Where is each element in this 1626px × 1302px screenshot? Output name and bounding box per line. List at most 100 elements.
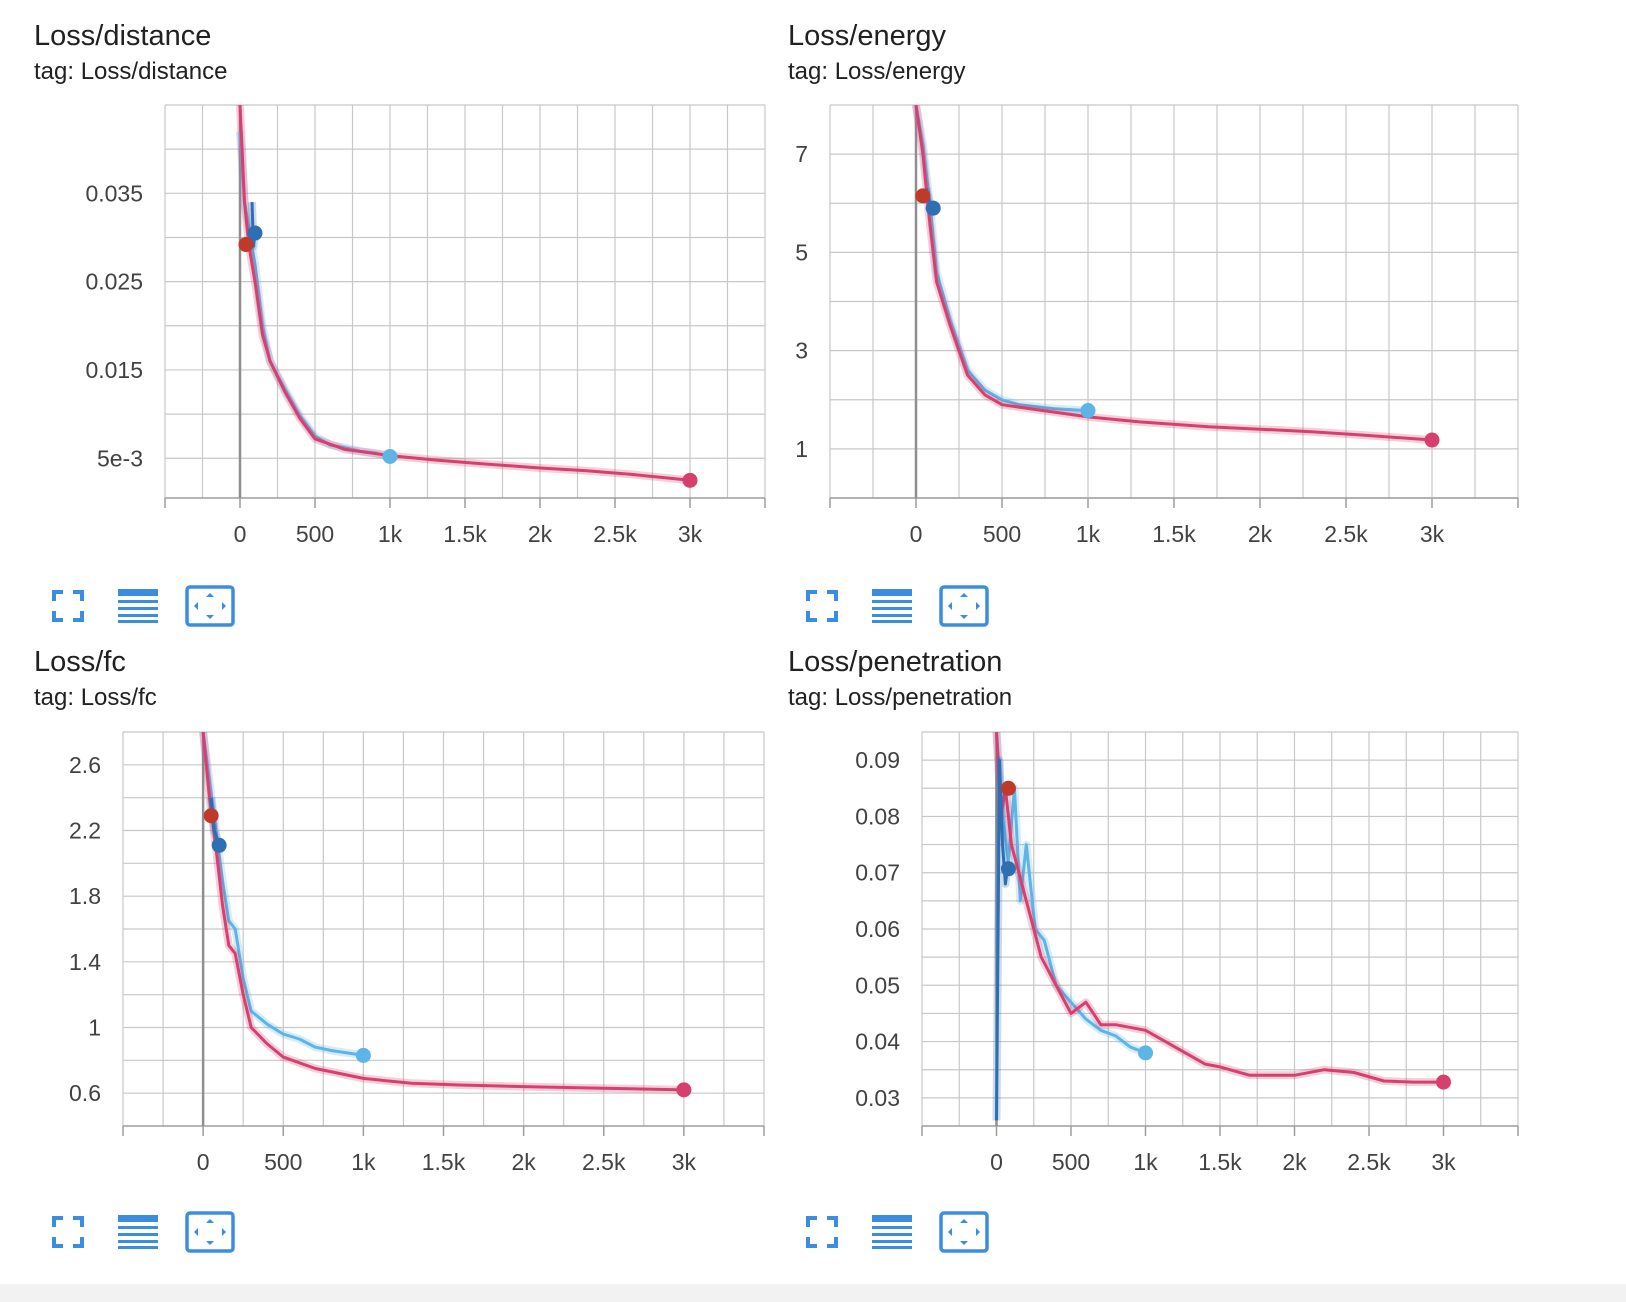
- y-tick-label: 1: [795, 436, 808, 462]
- x-tick-label: 0: [910, 521, 923, 547]
- fullscreen-button[interactable]: [796, 582, 848, 630]
- x-tick-label: 3k: [1431, 1149, 1456, 1175]
- data-table-icon: [118, 1215, 158, 1249]
- series-end-marker: [247, 225, 263, 241]
- x-tick-label: 2.5k: [593, 521, 637, 547]
- series-end-marker: [1436, 1074, 1451, 1090]
- chart-toolbar: [48, 582, 268, 630]
- chart-card-loss-penetration: Loss/penetration tag: Loss/penetration 0…: [754, 626, 1544, 1266]
- chart-plot: 0 500 1k 1.5k 2k 2.5k 3k 0.6 1 1.4 1.8 2.2 2.6: [69, 731, 765, 1175]
- chart-title: Loss/energy: [788, 20, 946, 52]
- x-tick-label: 3k: [672, 1149, 697, 1175]
- fit-domain-icon: [939, 1211, 989, 1253]
- y-tick-label: 0.6: [69, 1080, 101, 1106]
- fullscreen-button[interactable]: [796, 1208, 848, 1256]
- series-end-marker: [915, 188, 931, 204]
- series-line-pink: [238, 105, 691, 482]
- fit-domain-button[interactable]: [184, 582, 236, 630]
- data-table-icon: [872, 1215, 912, 1249]
- series-line-light-blue: [914, 105, 1089, 413]
- chart-plot: 0 500 1k 1.5k 2k 2.5k 3k 0.03 0.04 0.05 0.06 0.07 0.…: [855, 731, 1519, 1175]
- x-tick-label: 2.5k: [582, 1149, 626, 1175]
- x-tick-label: 2.5k: [1347, 1149, 1391, 1175]
- series-end-marker: [355, 1047, 371, 1063]
- y-tick-label: 3: [795, 338, 808, 364]
- chart-toolbar: [802, 582, 1022, 630]
- series-end-marker: [925, 200, 941, 216]
- x-tick-label: 0: [990, 1149, 1003, 1175]
- fullscreen-icon: [806, 590, 838, 622]
- y-tick-label: 0.03: [855, 1085, 900, 1111]
- series-end-marker: [382, 448, 398, 464]
- y-tick-label: 2.6: [69, 752, 101, 778]
- y-tick-label: 0.08: [855, 803, 900, 829]
- fit-domain-icon: [185, 585, 235, 627]
- series-line-pink: [995, 732, 1444, 1084]
- y-tick-label: 0.04: [855, 1029, 900, 1055]
- x-tick-label: 2k: [528, 521, 553, 547]
- fit-domain-button[interactable]: [938, 582, 990, 630]
- fit-domain-button[interactable]: [938, 1208, 990, 1256]
- chart-title: Loss/fc: [34, 646, 126, 678]
- x-tick-label: 500: [1052, 1149, 1090, 1175]
- x-tick-label: 2.5k: [1324, 521, 1368, 547]
- chart-plot: 0 500 1k 1.5k 2k 2.5k 3k 5e-3 0.015 0.025 0.035: [85, 104, 766, 547]
- series-line-pink: [201, 732, 684, 1092]
- y-tick-label: 0.025: [85, 269, 143, 295]
- y-tick-label: 7: [795, 141, 808, 167]
- fit-domain-icon: [185, 1211, 235, 1253]
- x-tick-label: 1k: [1133, 1149, 1158, 1175]
- x-tick-label: 2k: [1248, 521, 1273, 547]
- series-end-marker: [1080, 403, 1096, 419]
- series-end-marker: [1000, 861, 1016, 877]
- chart-card-loss-fc: Loss/fc tag: Loss/fc 0 500 1k 1.5k 2k 2.5k 3k 0…: [0, 626, 790, 1266]
- chart-tag: tag: Loss/distance: [34, 58, 228, 85]
- series-line-pink: [914, 105, 1433, 442]
- x-tick-label: 2k: [1282, 1149, 1307, 1175]
- chart-title: Loss/distance: [34, 20, 212, 52]
- data-table-button[interactable]: [112, 1208, 164, 1256]
- y-tick-label: 5e-3: [97, 445, 143, 471]
- fullscreen-button[interactable]: [42, 582, 94, 630]
- chart-toolbar: [802, 1208, 1022, 1256]
- series-group: [912, 105, 1433, 444]
- x-tick-label: 2k: [511, 1149, 536, 1175]
- x-tick-label: 500: [264, 1149, 302, 1175]
- x-tick-label: 0: [197, 1149, 210, 1175]
- chart-tag: tag: Loss/fc: [34, 684, 157, 711]
- y-tick-label: 0.015: [85, 357, 143, 383]
- data-table-button[interactable]: [866, 582, 918, 630]
- y-tick-label: 1.4: [69, 949, 101, 975]
- chart-card-loss-energy: Loss/energy tag: Loss/energy 0 500 1k 1.5k 2…: [754, 0, 1544, 640]
- data-table-icon: [118, 589, 158, 623]
- y-tick-label: 1: [88, 1015, 101, 1041]
- fullscreen-icon: [806, 1216, 838, 1248]
- chart-card-loss-distance: Loss/distance tag: Loss/distance 0 500 1k 1…: [0, 0, 790, 640]
- x-tick-label: 500: [983, 521, 1021, 547]
- series-group: [992, 732, 1444, 1121]
- x-tick-label: 1k: [1076, 521, 1101, 547]
- series-end-marker: [1424, 432, 1440, 448]
- series-line-dark-blue: [995, 758, 1010, 1121]
- bottom-scroll-strip: [0, 1284, 1626, 1302]
- data-table-button[interactable]: [112, 582, 164, 630]
- series-end-marker: [1000, 780, 1016, 796]
- fullscreen-icon: [52, 1216, 84, 1248]
- series-end-marker: [1138, 1045, 1153, 1061]
- chart-toolbar: [48, 1208, 268, 1256]
- x-tick-label: 1.5k: [1152, 521, 1196, 547]
- fit-domain-button[interactable]: [184, 1208, 236, 1256]
- y-tick-label: 0.05: [855, 972, 900, 998]
- chart-tag: tag: Loss/energy: [788, 58, 966, 85]
- fit-domain-icon: [939, 585, 989, 627]
- data-table-button[interactable]: [866, 1208, 918, 1256]
- chart-plot: 0 500 1k 1.5k 2k 2.5k 3k 1 3 5 7: [795, 104, 1519, 547]
- x-tick-label: 1k: [351, 1149, 376, 1175]
- y-tick-label: 0.035: [85, 180, 143, 206]
- x-tick-label: 500: [296, 521, 334, 547]
- fullscreen-button[interactable]: [42, 1208, 94, 1256]
- data-table-icon: [872, 589, 912, 623]
- x-tick-label: 1.5k: [443, 521, 487, 547]
- chart-title: Loss/penetration: [788, 646, 1003, 678]
- y-tick-label: 5: [795, 239, 808, 265]
